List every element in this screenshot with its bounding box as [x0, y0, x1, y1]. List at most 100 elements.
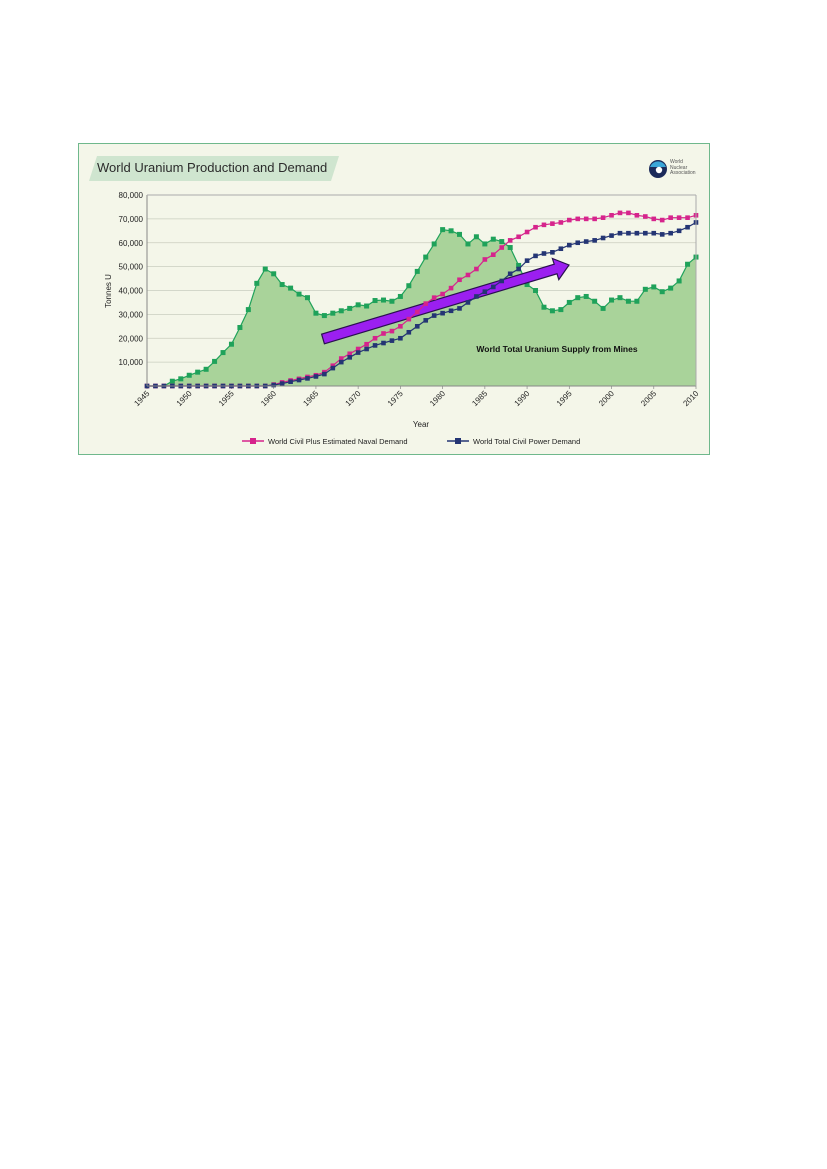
naval-demand-point: [414, 309, 420, 315]
civil-demand-point: [600, 235, 606, 241]
supply-point: [592, 298, 598, 304]
civil-demand-point: [558, 246, 564, 252]
supply-point: [482, 241, 488, 247]
naval-demand-point: [389, 328, 395, 334]
supply-point: [448, 228, 454, 234]
supply-point: [685, 261, 691, 267]
supply-point: [237, 325, 243, 331]
supply-point: [600, 305, 606, 311]
x-tick-label: 1995: [555, 389, 574, 408]
supply-point: [262, 266, 268, 272]
civil-demand-point: [490, 284, 496, 290]
naval-demand-point: [659, 217, 665, 223]
supply-point: [186, 372, 192, 378]
civil-demand-point: [533, 253, 538, 259]
civil-demand-point: [305, 376, 310, 381]
supply-point: [651, 284, 657, 290]
civil-demand-point: [499, 278, 505, 284]
x-tick-label: 1950: [175, 389, 194, 408]
supply-point: [288, 285, 294, 291]
supply-point: [659, 289, 665, 295]
supply-point: [609, 297, 615, 303]
civil-demand-point: [516, 266, 521, 272]
supply-point: [457, 231, 463, 237]
civil-demand-point: [279, 381, 285, 386]
supply-point: [338, 308, 344, 314]
x-tick-label: 2010: [681, 389, 700, 408]
naval-demand-point: [617, 210, 623, 216]
civil-demand-point: [423, 318, 429, 323]
supply-point: [212, 358, 218, 364]
supply-point: [524, 282, 530, 288]
x-tick-label: 2005: [639, 389, 658, 408]
x-tick-label: 1985: [470, 389, 489, 408]
naval-demand-point: [499, 245, 505, 250]
civil-demand-point: [524, 258, 530, 263]
supply-point: [406, 283, 412, 289]
civil-demand-point: [676, 228, 682, 234]
naval-demand-point: [431, 295, 437, 300]
supply-point: [473, 234, 479, 240]
supply-point: [625, 298, 631, 304]
naval-demand-point: [381, 331, 386, 336]
naval-demand-point: [626, 210, 631, 216]
civil-demand-point: [651, 230, 657, 236]
naval-demand-point: [330, 363, 336, 369]
supply-point: [431, 241, 437, 247]
civil-demand-point: [440, 310, 445, 316]
civil-demand-point: [347, 355, 353, 360]
naval-demand-point: [592, 216, 597, 222]
civil-demand-point: [271, 382, 276, 388]
civil-demand-point: [541, 251, 547, 256]
civil-demand-point: [296, 377, 302, 383]
supply-point: [254, 280, 260, 286]
naval-demand-point: [685, 215, 690, 220]
civil-demand-point: [288, 379, 293, 385]
y-tick-label: 20,000: [119, 334, 144, 343]
x-tick-label: 1980: [428, 389, 447, 408]
naval-demand-point: [440, 291, 445, 297]
supply-point: [668, 285, 674, 291]
naval-demand-point: [490, 252, 496, 257]
x-axis-label: Year: [413, 420, 430, 429]
y-tick-label: 50,000: [119, 263, 144, 272]
civil-demand-point: [372, 343, 378, 348]
civil-demand-point: [609, 233, 614, 238]
legend-civil-label: World Total Civil Power Demand: [473, 437, 580, 446]
supply-point: [397, 293, 403, 299]
y-axis-label: Tonnes U: [104, 274, 113, 308]
legend-naval-label: World Civil Plus Estimated Naval Demand: [268, 437, 408, 446]
naval-demand-point: [651, 216, 657, 222]
supply-point: [304, 295, 310, 301]
supply-point: [245, 307, 251, 313]
supply-point: [566, 299, 572, 305]
supply-annotation: World Total Uranium Supply from Mines: [476, 344, 637, 354]
naval-demand-point: [550, 221, 555, 226]
supply-point: [516, 262, 522, 268]
civil-demand-point: [457, 306, 462, 311]
civil-demand-point: [364, 346, 369, 352]
y-tick-label: 60,000: [119, 239, 144, 248]
supply-point: [541, 304, 547, 310]
supply-point: [169, 378, 175, 384]
civil-demand-point: [313, 374, 319, 379]
naval-demand-point: [541, 222, 547, 228]
supply-point: [440, 227, 446, 233]
civil-demand-point: [634, 230, 640, 236]
chart-panel: World Uranium Production and Demand Worl…: [78, 143, 710, 455]
supply-point: [364, 303, 370, 309]
supply-point: [321, 313, 327, 319]
naval-demand-point: [668, 215, 673, 220]
supply-point: [380, 297, 386, 303]
civil-demand-point: [414, 324, 420, 329]
x-tick-label: 1955: [217, 389, 236, 408]
naval-demand-point: [398, 324, 403, 329]
naval-demand-point: [347, 351, 353, 357]
civil-demand-point: [330, 365, 336, 371]
civil-demand-point: [617, 230, 623, 236]
title-banner-shape: [89, 156, 339, 181]
supply-point: [465, 241, 471, 247]
chart-title: World Uranium Production and Demand: [97, 160, 328, 175]
civil-demand-point: [338, 359, 344, 365]
logo-line-3: Association: [670, 170, 696, 176]
